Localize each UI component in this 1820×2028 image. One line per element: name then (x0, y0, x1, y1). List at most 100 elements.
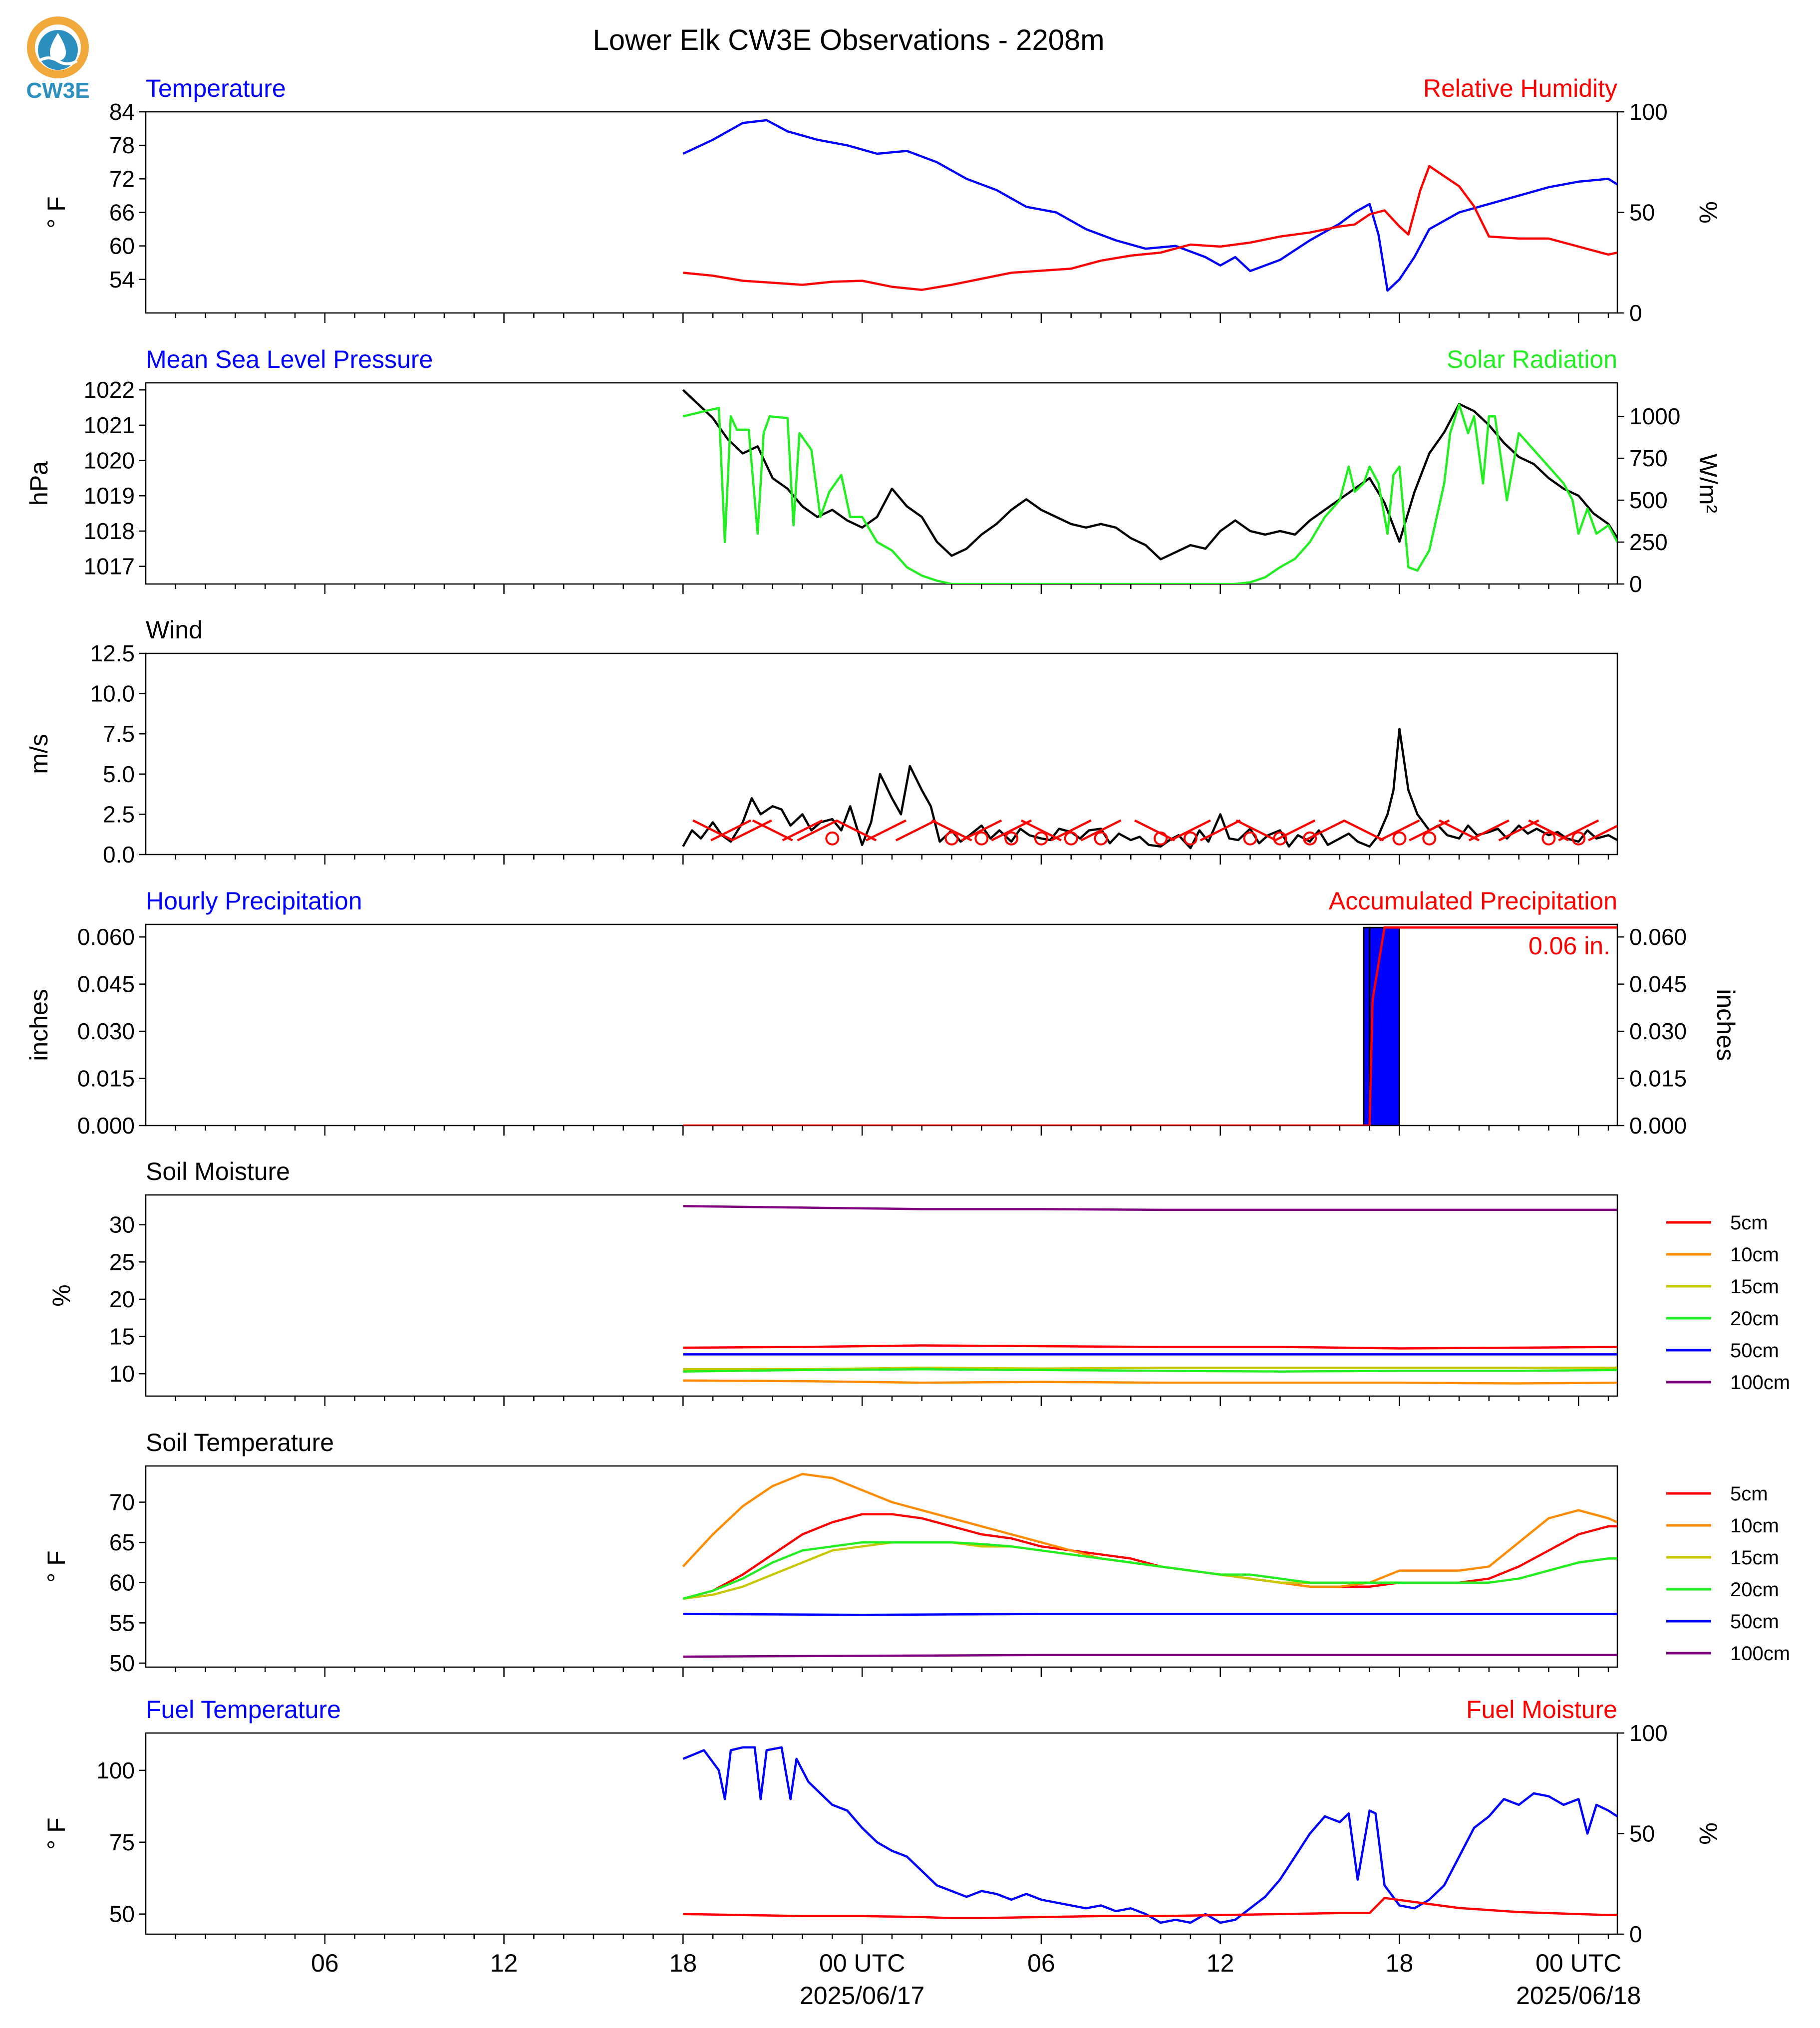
y-tick-label: 72 (109, 166, 135, 192)
x-date-label: 2025/06/18 (1516, 1982, 1641, 2010)
panel-right-title: Solar Radiation (1447, 345, 1617, 373)
y-tick-label: 1019 (84, 483, 135, 509)
wind-barb (1080, 819, 1122, 842)
calm-circle (1303, 831, 1317, 846)
panel-left-title: Soil Temperature (146, 1429, 334, 1456)
y-tick-label: 50 (109, 1650, 135, 1676)
wind-barb (1588, 825, 1617, 842)
series-line-10cm (682, 1472, 1617, 1588)
y2-tick-label: 0.060 (1629, 924, 1687, 950)
y2-axis-label: % (1694, 201, 1722, 223)
series-line-0 (682, 119, 1617, 292)
plot-area (682, 389, 1617, 584)
y-axis-label: ° F (42, 1550, 70, 1582)
calm-circle (1541, 831, 1556, 846)
y-tick-label: 65 (109, 1529, 135, 1555)
calm-circle (1094, 831, 1108, 846)
y-tick-label: 70 (109, 1489, 135, 1515)
series-line-0 (682, 1746, 1617, 1924)
wind-barb (1379, 819, 1420, 842)
wind-barb (931, 819, 972, 842)
wind-barb (1468, 819, 1510, 842)
x-tick-label: 00 UTC (1535, 1949, 1621, 1977)
y-tick-label: 25 (109, 1249, 135, 1275)
y-tick-label: 2.5 (103, 801, 135, 827)
series-line-100cm (683, 1205, 1617, 1211)
legend-label: 10cm (1730, 1244, 1779, 1266)
wind-barb (836, 819, 877, 842)
x-tick-label: 18 (669, 1949, 697, 1977)
x-tick-label: 06 (311, 1949, 339, 1977)
wind-barb (710, 819, 752, 842)
y-tick-label: 60 (109, 233, 135, 259)
legend-label: 5cm (1730, 1212, 1768, 1234)
x-date-label: 2025/06/17 (800, 1982, 924, 2010)
logo-wave (38, 56, 78, 65)
plot-area (682, 1746, 1617, 1924)
series-line-20cm (683, 1368, 1617, 1373)
y-tick-label: 1022 (84, 377, 135, 403)
y2-tick-label: 0.015 (1629, 1066, 1687, 1092)
calm-circle (1183, 831, 1198, 846)
series-line-50cm (683, 1613, 1617, 1616)
wind-barb (1274, 819, 1316, 842)
y2-tick-label: 50 (1629, 1821, 1655, 1847)
x-tick-label: 06 (1027, 1949, 1055, 1977)
y-tick-label: 1018 (84, 518, 135, 544)
y-tick-label: 0.030 (77, 1018, 135, 1044)
logo-ring (27, 16, 89, 78)
y-tick-label: 84 (109, 99, 135, 125)
legend-label: 100cm (1730, 1372, 1790, 1394)
wind-barb (1134, 819, 1176, 842)
panel-right-title: Relative Humidity (1423, 74, 1617, 102)
wind-barb (731, 819, 772, 842)
legend-label: 10cm (1730, 1515, 1779, 1537)
y-tick-label: 0.060 (77, 924, 135, 950)
panel-left-title: Temperature (146, 74, 286, 102)
y-tick-label: 66 (109, 200, 135, 226)
panel-left-title: Fuel Temperature (146, 1696, 341, 1724)
y2-tick-label: 250 (1629, 529, 1668, 555)
series-line-0 (682, 389, 1617, 561)
y-axis-label: m/s (25, 734, 53, 774)
calm-circle (944, 831, 959, 846)
plot-area (682, 1472, 1617, 1658)
y-tick-label: 20 (109, 1286, 135, 1312)
precip-bar (1369, 926, 1400, 1126)
series-line-0 (682, 728, 1617, 850)
legend-label: 50cm (1730, 1340, 1779, 1362)
panel-5: Soil Temperature 50 55 60 65 70 ° F 5cm 10cm 15cm… (42, 1429, 1790, 1677)
wind-barb (782, 819, 823, 842)
y2-tick-label: 0.000 (1629, 1113, 1687, 1139)
y-tick-label: 100 (96, 1757, 135, 1783)
series-line-10cm (683, 1379, 1617, 1385)
y-tick-label: 50 (109, 1901, 135, 1927)
panel-frame (145, 382, 1618, 585)
y2-tick-label: 750 (1629, 445, 1668, 471)
y2-tick-label: 0 (1629, 571, 1642, 597)
calm-circle (825, 831, 840, 846)
wind-barb (692, 819, 734, 842)
calm-circle (1064, 831, 1078, 846)
legend-label: 15cm (1730, 1547, 1779, 1569)
y2-tick-label: 0.045 (1629, 971, 1687, 997)
y-tick-label: 1020 (84, 448, 135, 474)
y-tick-label: 12.5 (90, 640, 135, 666)
calm-circle (1034, 831, 1048, 846)
x-tick-label: 12 (490, 1949, 518, 1977)
calm-circle (1004, 831, 1019, 846)
series-line-1 (683, 1897, 1617, 1920)
y-tick-label: 1017 (84, 554, 135, 579)
precip-bar (1363, 926, 1371, 1126)
y-tick-label: 1021 (84, 412, 135, 438)
wind-barb (797, 819, 838, 842)
panel-6: Fuel Temperature Fuel Moisture 50 75 100 0 50 1… (42, 1696, 1722, 1947)
series-line-15cm (682, 1541, 1617, 1600)
x-tick-label: 18 (1386, 1949, 1414, 1977)
y2-tick-label: 0 (1629, 1921, 1642, 1947)
wind-barb (961, 819, 1002, 842)
legend-label: 20cm (1730, 1579, 1779, 1601)
y-tick-label: 15 (109, 1324, 135, 1350)
panel-3: Hourly Precipitation Accumulated Precipit… (25, 887, 1740, 1139)
